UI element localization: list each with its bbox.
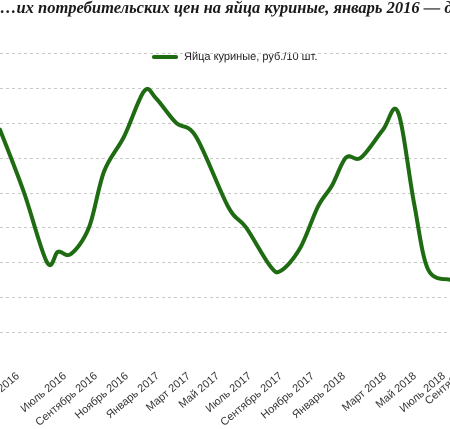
x-tick-label: 2016 [0,370,22,395]
legend-swatch [152,55,178,59]
chart-title: …их потребительских цен на яйца куриные,… [0,0,450,17]
series-line-eggs [0,87,450,282]
gridlines [0,53,450,333]
